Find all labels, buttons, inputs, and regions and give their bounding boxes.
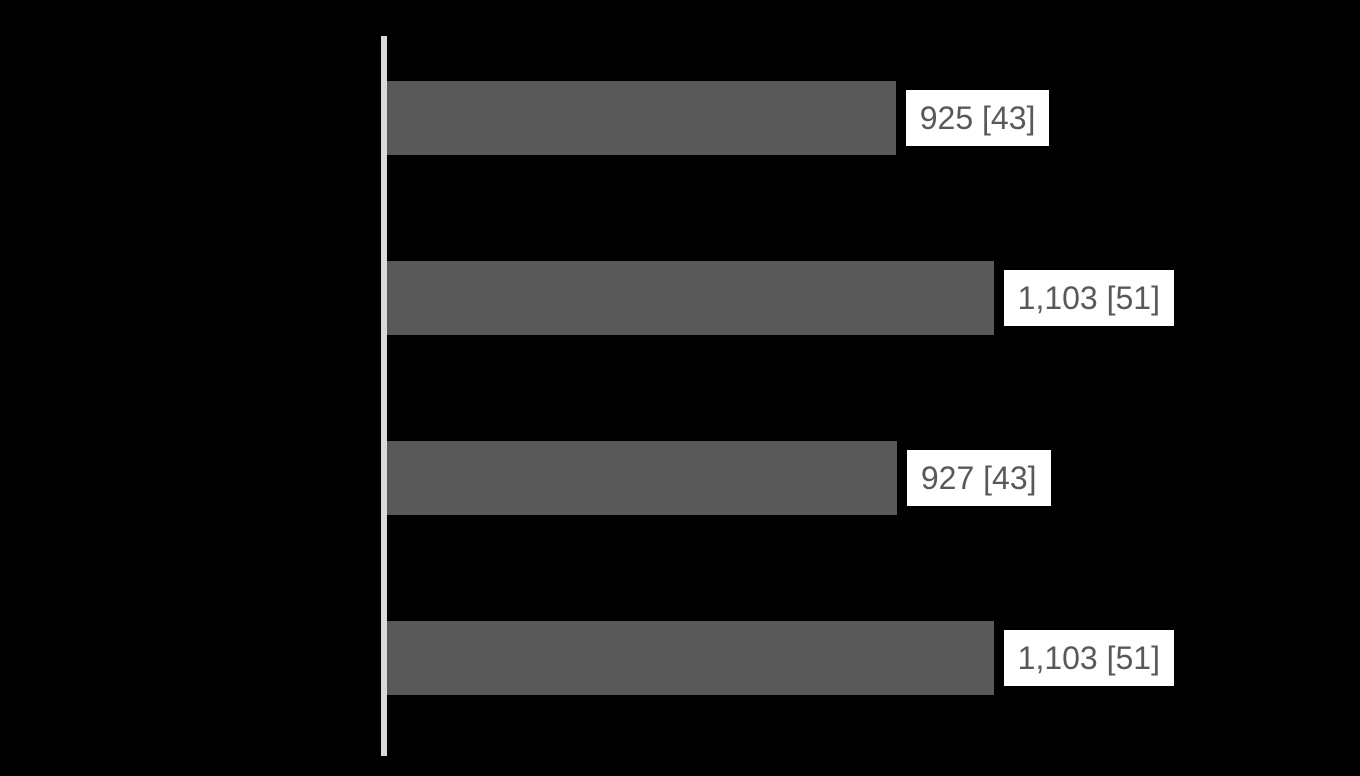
value-label-text: 1,103 [51] xyxy=(1018,280,1160,317)
bar xyxy=(387,621,994,695)
value-label-text: 927 [43] xyxy=(921,460,1037,497)
value-label-text: 1,103 [51] xyxy=(1018,640,1160,677)
value-label: 927 [43] xyxy=(907,450,1051,506)
bar xyxy=(387,81,896,155)
value-label: 1,103 [51] xyxy=(1004,630,1174,686)
value-label: 1,103 [51] xyxy=(1004,270,1174,326)
bar xyxy=(387,441,897,515)
value-label: 925 [43] xyxy=(906,90,1050,146)
bar xyxy=(387,261,994,335)
value-label-text: 925 [43] xyxy=(920,100,1036,137)
